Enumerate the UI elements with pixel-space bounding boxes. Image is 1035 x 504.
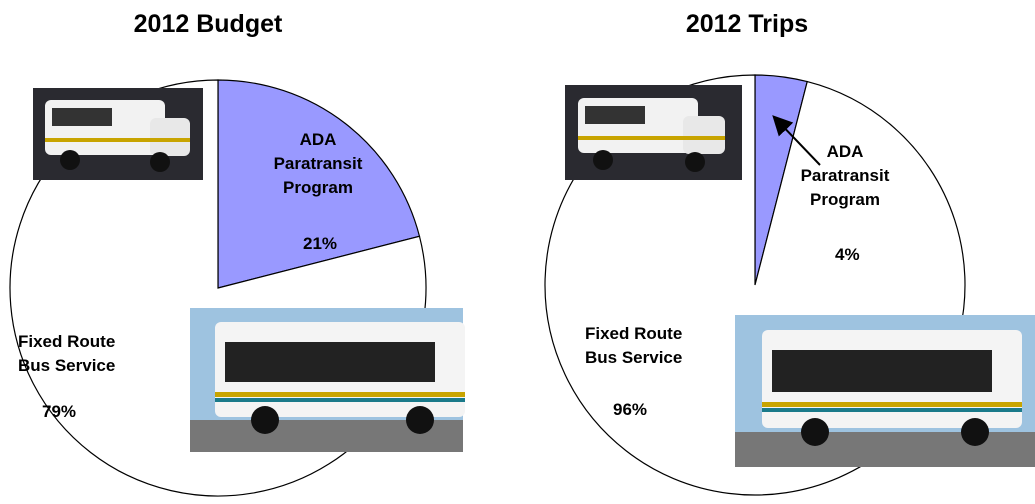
value-label: 79%	[42, 402, 77, 421]
slice-label: Fixed Route Bus Service	[18, 332, 116, 375]
slice-label: ADA Paratransit Program	[273, 130, 363, 197]
pie-slice	[217, 79, 421, 289]
bus-photo	[735, 315, 1035, 467]
slice-label: Fixed Route Bus Service	[585, 324, 683, 367]
chart-title: 2012 Budget	[133, 10, 283, 38]
slice-label: ADA Paratransit Program	[800, 142, 890, 209]
value-label: 21%	[303, 234, 338, 253]
chart-title: 2012 Trips	[685, 10, 809, 38]
bus-photo	[190, 308, 465, 452]
van-photo	[565, 85, 742, 180]
value-label: 4%	[835, 245, 860, 264]
arrow	[772, 115, 821, 166]
van-photo	[33, 88, 203, 180]
value-label: 96%	[613, 400, 648, 419]
